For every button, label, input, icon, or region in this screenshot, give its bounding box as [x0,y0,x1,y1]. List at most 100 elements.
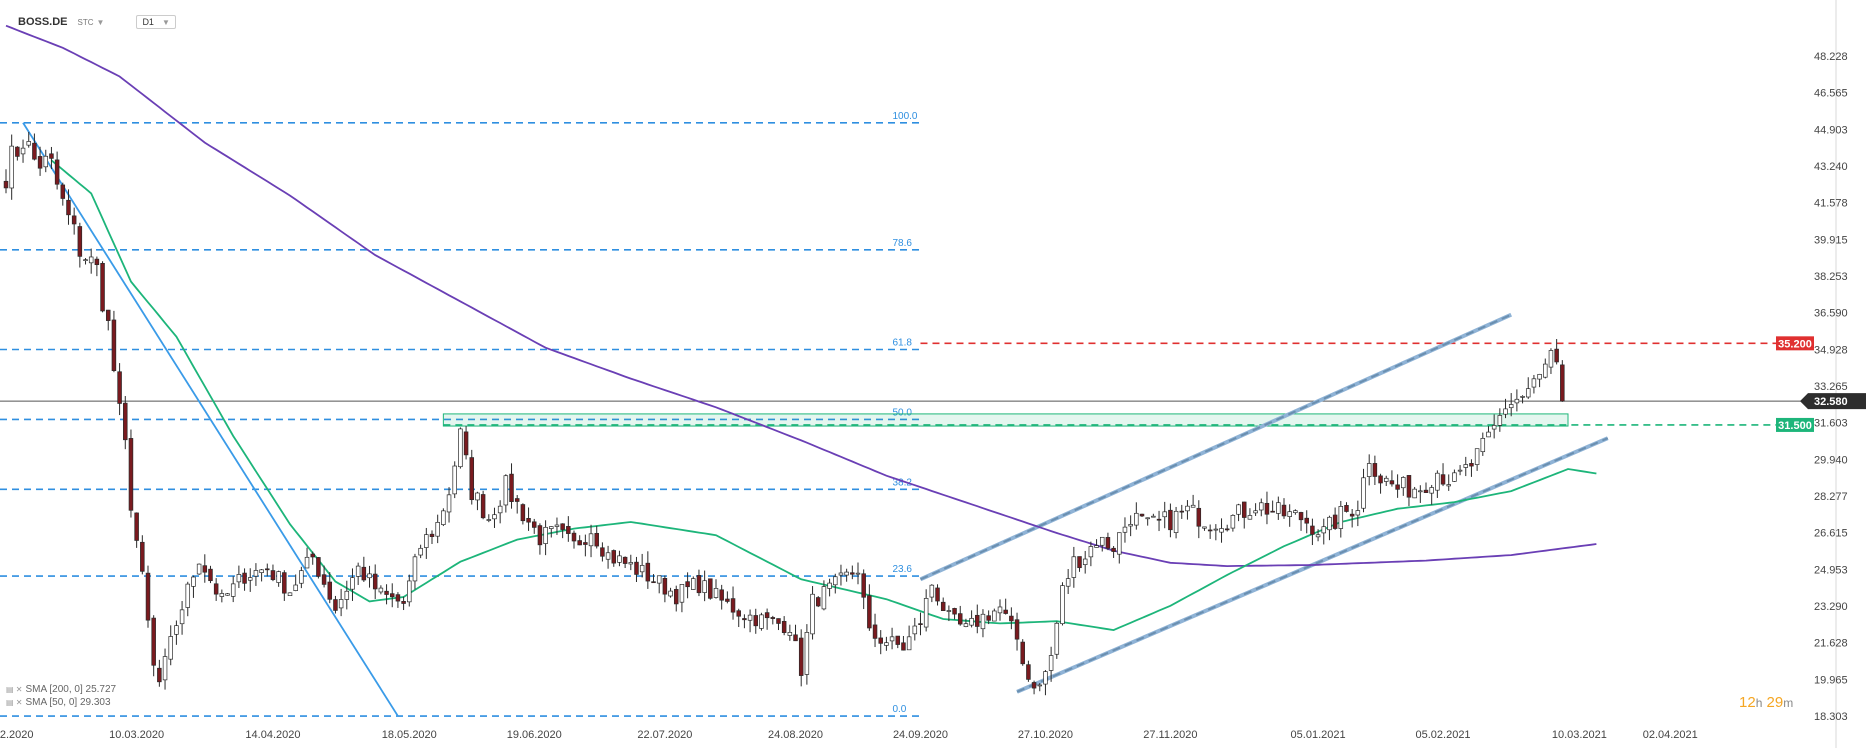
x-tick-label: 18.05.2020 [382,729,437,741]
candle-body [1247,515,1253,520]
candle-body [537,525,543,546]
price-badge-label: 31.500 [1778,420,1812,432]
moving-averages [5,24,1597,632]
candle-body [730,598,736,613]
candle-body [1440,474,1446,485]
candle-body [821,586,827,610]
candle-body [1491,425,1497,430]
legend-sma50[interactable]: ▤ ✕ SMA [50, 0] 29.303 [6,696,116,709]
candle-body [270,570,276,581]
candle-body [1026,664,1031,680]
x-tick-label: 24.09.2020 [893,729,948,741]
candle-body [9,145,14,189]
candle-body [628,562,634,565]
candle-body [696,575,702,594]
candle-body [49,153,54,159]
candle-body [469,457,475,501]
timer-minutes-unit: m [1783,696,1794,710]
candle-body [1514,398,1520,404]
candle-body [1418,490,1423,493]
candle-body [321,574,327,585]
candle-body [219,593,225,597]
candle-body [549,526,554,529]
candle-body [140,541,145,572]
candle-body [1202,526,1207,529]
x-tick-label: 27.10.2020 [1018,729,1073,741]
candle-body [639,565,645,573]
candle-body [1389,480,1395,485]
candle-body [702,580,707,593]
candle-body [355,565,361,577]
candle-body [1230,515,1236,529]
candle-body [1429,487,1434,494]
candle-body [162,656,168,681]
candle-body [105,309,111,321]
timeframe-label: D1 [142,17,154,27]
candle-body [679,584,685,603]
candle-body [1372,463,1378,477]
candle-body [54,159,60,185]
candle-body [526,518,531,523]
indicator-legend: ▤ ✕ SMA [200, 0] 25.727 ▤ ✕ SMA [50, 0] … [6,683,116,709]
candle-body [1508,404,1514,409]
y-tick-label: 48.228 [1814,51,1848,63]
candle-body [191,576,196,587]
chart-type-selector[interactable]: STC ▼ [78,18,105,27]
candle-body [1338,506,1344,529]
current-price-label: 32.580 [1814,396,1848,408]
candle-body [878,637,883,644]
candle-body [1185,505,1190,512]
candle-body [15,146,20,157]
candle-body [1383,477,1389,482]
candle-body [622,556,628,564]
candle-body [293,584,298,591]
candle-body [1071,556,1077,578]
candle-body [37,156,43,169]
y-tick-label: 41.578 [1814,198,1848,210]
candle-body [157,667,162,683]
candle-body [3,180,9,189]
candle-body [134,512,139,541]
candle-body [742,618,747,621]
candle-body [634,561,639,575]
candle-body [1003,609,1008,614]
legend-sma200[interactable]: ▤ ✕ SMA [200, 0] 25.727 [6,683,116,696]
candle-body [83,259,88,262]
x-tick-label: 06.02.2020 [0,729,34,741]
y-tick-label: 21.628 [1814,638,1848,650]
symbol-label[interactable]: BOSS.DE [18,16,68,28]
candle-body [225,593,230,596]
candle-body [543,526,548,544]
candle-body [889,636,895,642]
candle-body [327,581,333,600]
candle-body [424,534,429,548]
y-tick-label: 34.928 [1814,344,1848,356]
candle-body [588,533,594,547]
candle-body [1531,378,1537,388]
candle-body [1423,489,1429,493]
candle-body [844,571,849,576]
y-tick-label: 46.565 [1814,88,1848,100]
candle-body [1474,448,1480,465]
candle-body [452,465,457,495]
candle-body [389,593,395,598]
candle-body [1401,477,1406,489]
timeframe-selector[interactable]: D1 ▼ [136,15,176,29]
candle-body [833,576,838,586]
fib-level-label: 50.0 [892,407,912,418]
candle-body [66,199,71,216]
candle-body [1543,363,1548,378]
candle-body [963,623,969,627]
candle-body [1048,655,1054,671]
indicator-menu-icon[interactable]: ▤ ✕ [6,685,23,694]
current-price-badge [1800,393,1866,410]
candle-body [1065,578,1071,587]
candle-body [901,642,906,651]
chart-type-label: STC [77,17,94,27]
chevron-down-icon: ▼ [161,17,170,27]
candle-body [1520,396,1525,398]
x-tick-label: 24.08.2020 [768,729,823,741]
y-tick-label: 44.903 [1814,124,1848,136]
indicator-menu-icon[interactable]: ▤ ✕ [6,698,23,707]
